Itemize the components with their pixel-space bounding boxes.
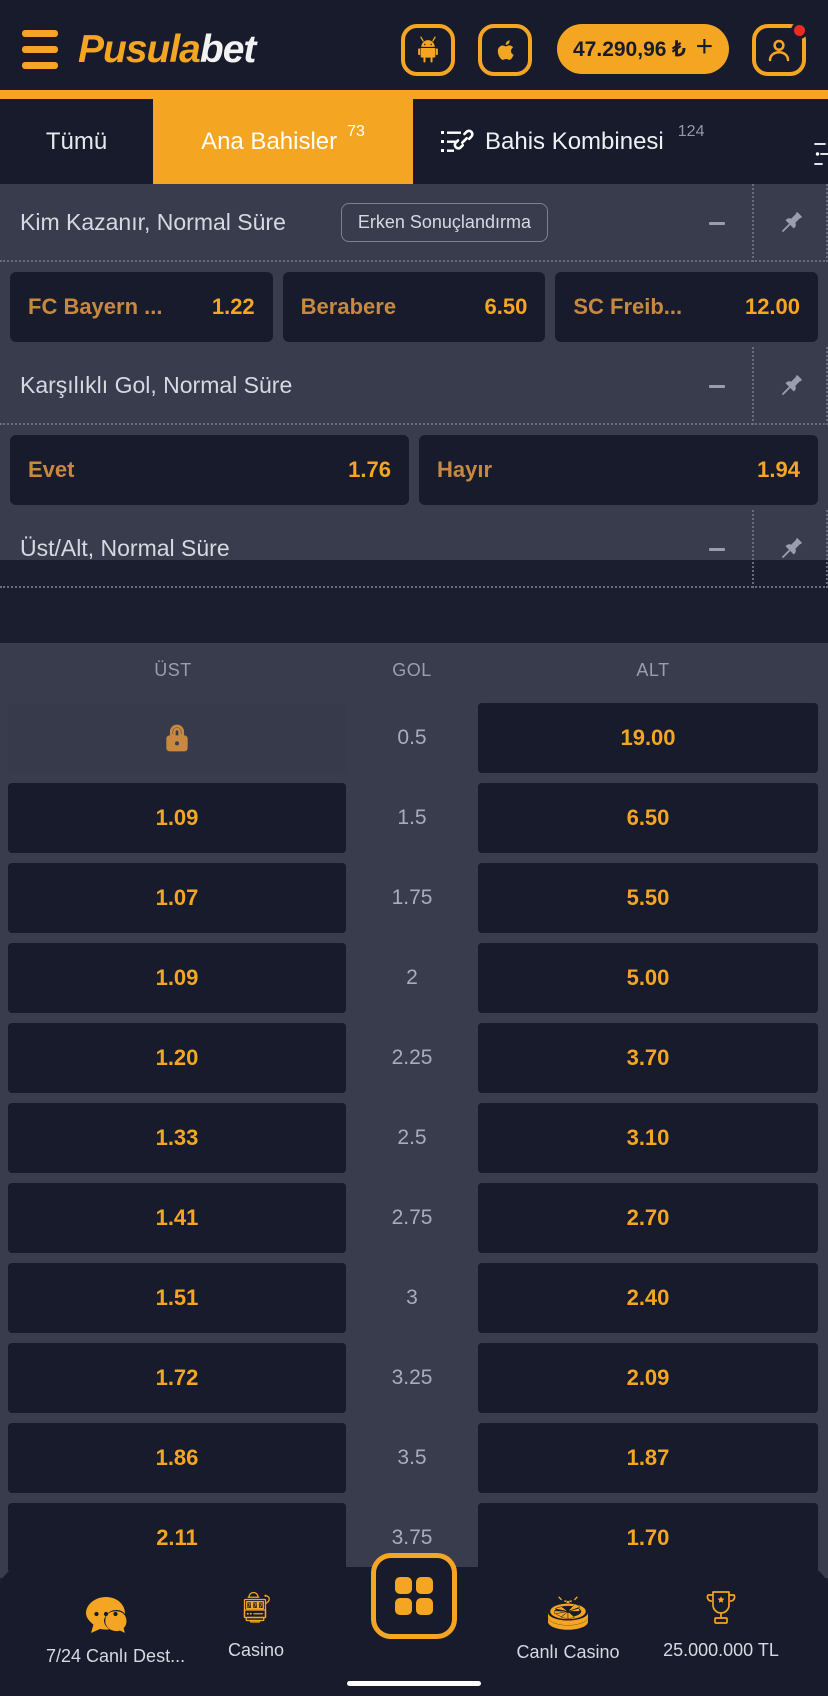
svg-text:7: 7 xyxy=(248,1603,251,1609)
svg-text:7: 7 xyxy=(253,1603,256,1609)
svg-text:7: 7 xyxy=(259,1603,262,1609)
